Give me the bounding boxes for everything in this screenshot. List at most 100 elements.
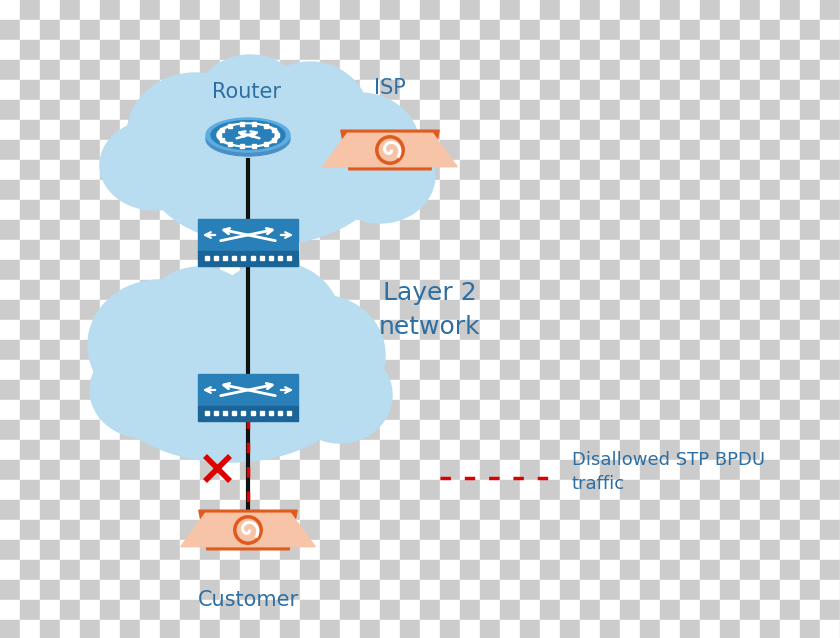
Bar [420,440,440,460]
Bar [360,160,380,180]
Bar [780,40,800,60]
Bar [560,280,580,300]
Bar [480,600,500,620]
Bar [400,580,420,600]
Bar [200,60,220,80]
Bar [680,280,700,300]
Bar [580,580,600,600]
Bar [200,180,220,200]
Bar [660,280,680,300]
Bar [240,340,260,360]
Bar [340,440,360,460]
Bar [20,120,40,140]
Bar [260,320,280,340]
Bar [260,60,280,80]
Bar [720,260,740,280]
Bar [740,60,760,80]
Bar [800,420,820,440]
Bar [620,200,640,220]
Bar [720,80,740,100]
Ellipse shape [325,127,435,223]
Bar [420,520,440,540]
Bar [520,460,540,480]
Bar [120,240,140,260]
Bar [600,320,620,340]
Bar [20,460,40,480]
Bar [100,600,120,620]
Bar [220,260,240,280]
Bar [500,520,520,540]
Bar [240,600,260,620]
Bar [680,400,700,420]
Bar [140,340,160,360]
Bar [200,140,220,160]
Bar [260,560,280,580]
Bar [420,260,440,280]
Bar [500,200,520,220]
Bar [180,200,200,220]
Bar [180,140,200,160]
Bar [360,120,380,140]
Bar [520,500,540,520]
Bar [240,280,260,300]
Bar [240,160,260,180]
Bar [640,280,660,300]
Ellipse shape [90,342,200,438]
Bar [440,440,460,460]
Bar [80,460,100,480]
Bar [680,520,700,540]
Bar [640,620,660,638]
Bar [780,460,800,480]
Bar [340,80,360,100]
Bar [800,100,820,120]
Bar [780,340,800,360]
Bar [360,540,380,560]
Bar [40,340,60,360]
Bar [180,120,200,140]
Bar [740,120,760,140]
Bar [180,320,200,340]
Bar [260,220,280,240]
Bar [820,620,840,638]
Bar [140,180,160,200]
Bar [280,60,300,80]
Bar [420,560,440,580]
Ellipse shape [217,123,279,147]
Bar [500,460,520,480]
Bar [200,360,220,380]
Bar [120,60,140,80]
Bar [120,520,140,540]
Bar [100,20,120,40]
Bar [660,600,680,620]
Bar [460,460,480,480]
Bar [360,460,380,480]
Bar [540,620,560,638]
Bar [280,460,300,480]
Bar [700,540,720,560]
Bar [600,80,620,100]
Bar [540,420,560,440]
Bar [660,180,680,200]
Bar [700,440,720,460]
Bar [280,0,300,20]
Polygon shape [199,510,297,550]
Bar [440,260,460,280]
Bar [720,440,740,460]
Bar [560,200,580,220]
Bar [760,380,780,400]
Bar [160,60,180,80]
Bar [140,600,160,620]
Bar [820,460,840,480]
FancyBboxPatch shape [198,251,298,265]
Bar [820,500,840,520]
Bar [500,0,520,20]
Bar [600,180,620,200]
Bar [420,340,440,360]
Bar [0,0,20,20]
Bar [740,160,760,180]
Bar [740,460,760,480]
Bar [40,220,60,240]
Bar [0,240,20,260]
Bar [780,120,800,140]
Bar [660,120,680,140]
